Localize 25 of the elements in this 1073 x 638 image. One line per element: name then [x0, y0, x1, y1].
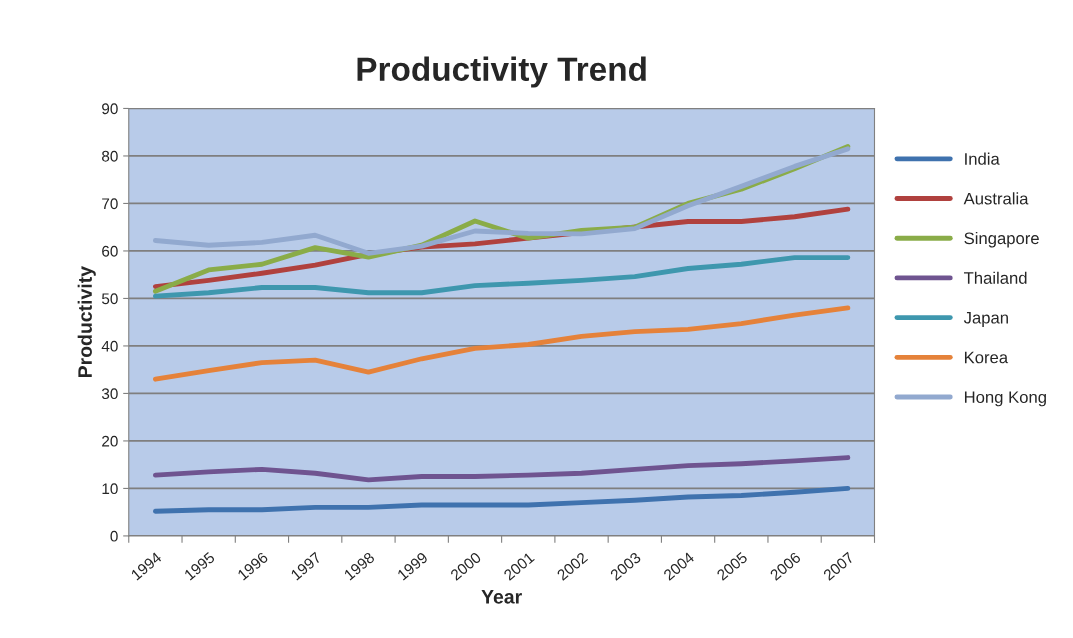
y-tick-label: 90 — [102, 103, 118, 115]
y-tick-label: 0 — [110, 530, 118, 542]
line-series — [152, 255, 851, 299]
y-axis-title: Productivity — [77, 266, 96, 378]
line-series — [152, 146, 851, 256]
legend-label: Hong Kong — [964, 391, 1046, 407]
legend-label: Singapore — [964, 231, 1039, 248]
legend-label: Korea — [964, 351, 1009, 364]
y-tick-label: 80 — [102, 150, 118, 162]
y-tick-label: 20 — [102, 435, 118, 447]
legend-label: Thailand — [963, 271, 1027, 284]
x-axis-title: Year — [481, 590, 522, 604]
line-series — [152, 305, 851, 382]
chart-title: Productivity Trend — [357, 56, 646, 88]
y-tick-label: 60 — [102, 245, 118, 257]
y-tick-label: 10 — [102, 483, 118, 495]
y-tick-label: 50 — [101, 293, 118, 305]
line-series — [152, 485, 851, 514]
legend-label: Japan — [963, 311, 1008, 327]
y-tick-label: 40 — [101, 340, 118, 352]
legend-label: India — [965, 152, 1000, 165]
legend-label: Australia — [963, 192, 1029, 205]
y-tick-label: 70 — [102, 198, 118, 210]
y-tick-label: 30 — [101, 388, 118, 400]
line-series — [152, 455, 851, 483]
